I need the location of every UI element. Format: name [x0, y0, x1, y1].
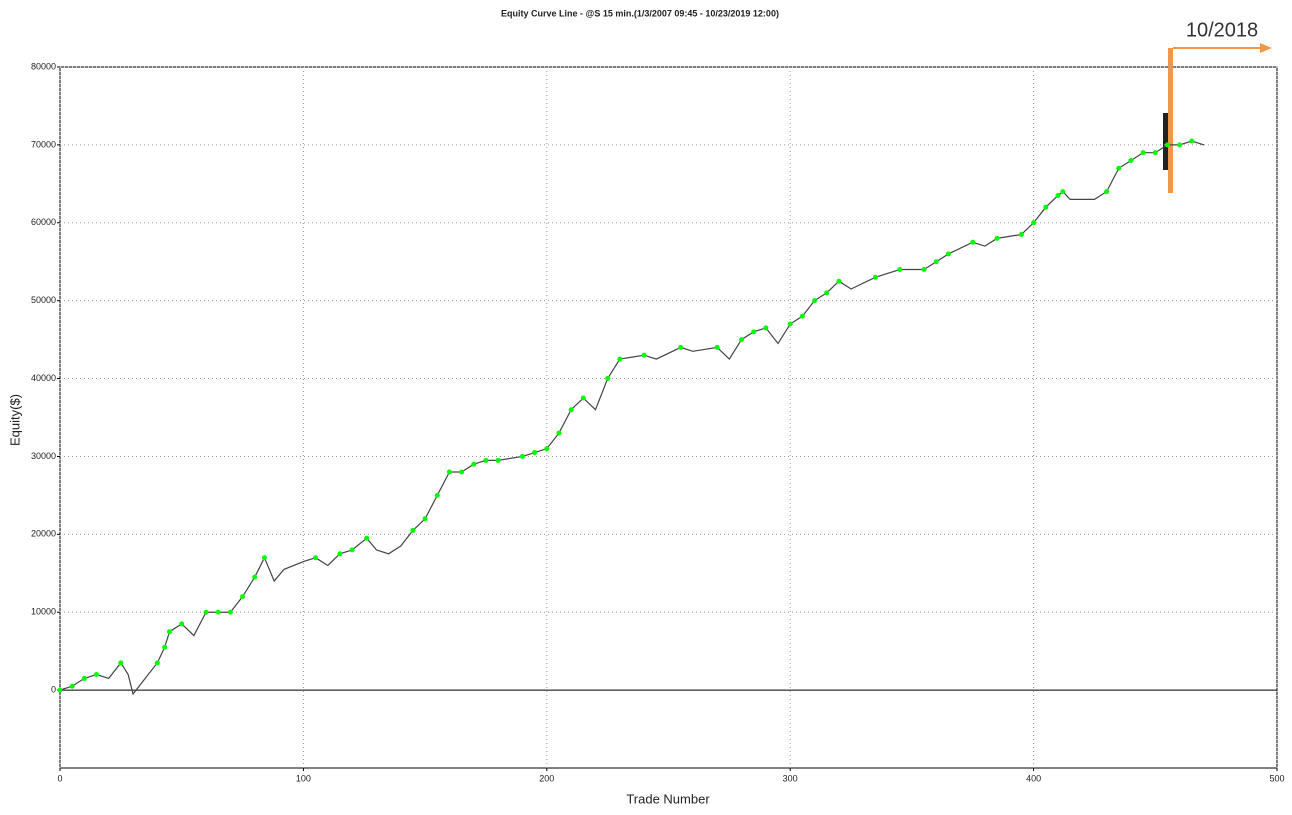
new-high-marker — [921, 267, 927, 273]
new-high-marker — [1140, 150, 1146, 156]
y-tick-label: 20000 — [31, 529, 56, 539]
new-high-marker — [337, 551, 343, 557]
new-high-marker — [897, 267, 903, 273]
new-high-marker — [787, 321, 793, 327]
x-tick-label: 100 — [296, 773, 311, 783]
new-high-marker — [751, 329, 757, 335]
new-high-marker — [446, 469, 452, 475]
new-high-marker — [162, 644, 168, 650]
new-high-marker — [252, 574, 258, 580]
x-tick-label: 200 — [539, 773, 554, 783]
new-high-marker — [313, 555, 319, 561]
new-high-marker — [434, 492, 440, 498]
new-high-marker — [215, 609, 221, 615]
new-high-marker — [714, 344, 720, 350]
y-tick-label: 60000 — [31, 217, 56, 227]
new-high-marker — [203, 609, 209, 615]
split-line — [1168, 48, 1173, 193]
new-high-marker — [410, 527, 416, 533]
new-high-marker — [81, 675, 87, 681]
plot-frame — [59, 66, 1278, 769]
new-high-marker — [1060, 189, 1066, 195]
new-high-marker — [118, 660, 124, 666]
new-high-marker — [556, 430, 562, 436]
chart-title: Equity Curve Line - @S 15 min.(1/3/2007 … — [501, 8, 779, 18]
new-high-marker — [799, 313, 805, 319]
new-high-marker — [422, 516, 428, 522]
y-tick-label: 50000 — [31, 295, 56, 305]
new-high-marker — [1164, 142, 1170, 148]
new-high-marker — [617, 356, 623, 362]
new-high-marker — [544, 446, 550, 452]
new-high-marker — [94, 672, 100, 678]
new-high-marker — [994, 235, 1000, 241]
y-tick-label: 80000 — [31, 61, 56, 71]
arrow-head — [1260, 43, 1272, 53]
new-high-marker — [57, 687, 63, 693]
new-high-marker — [179, 621, 185, 627]
new-high-marker — [933, 259, 939, 265]
new-high-marker — [1177, 142, 1183, 148]
new-high-marker — [1116, 165, 1122, 171]
new-high-marker — [641, 352, 647, 358]
y-tick-label: 70000 — [31, 139, 56, 149]
new-high-marker — [1128, 157, 1134, 163]
x-tick-label: 400 — [1026, 773, 1041, 783]
new-high-marker — [471, 461, 477, 467]
new-high-marker — [824, 290, 830, 296]
new-high-marker — [678, 344, 684, 350]
new-high-marker — [580, 395, 586, 401]
annotation: 10/2018 — [1186, 19, 1258, 41]
x-axis-label: Trade Number — [626, 791, 710, 806]
new-high-marker — [167, 629, 173, 635]
y-axis-label: Equity($) — [7, 394, 22, 446]
new-high-marker — [1018, 231, 1024, 237]
new-high-marker — [1055, 193, 1061, 199]
new-high-marker — [872, 274, 878, 280]
x-tick-label: 500 — [1269, 773, 1284, 783]
new-high-marker — [1043, 204, 1049, 210]
y-tick-label: 30000 — [31, 451, 56, 461]
new-high-marker — [1152, 150, 1158, 156]
new-high-marker — [945, 251, 951, 257]
new-high-marker — [1189, 138, 1195, 144]
new-high-marker — [1031, 220, 1037, 226]
period-marker — [1163, 113, 1168, 170]
new-high-marker — [519, 453, 525, 459]
new-high-marker — [970, 239, 976, 245]
x-tick-label: 0 — [57, 773, 62, 783]
new-high-marker — [568, 407, 574, 413]
new-high-marker — [227, 609, 233, 615]
new-high-marker — [364, 535, 370, 541]
new-high-marker — [605, 376, 611, 382]
new-high-marker — [349, 547, 355, 553]
new-high-marker — [495, 457, 501, 463]
new-high-marker — [483, 457, 489, 463]
new-high-marker — [261, 555, 267, 561]
new-high-marker — [69, 683, 75, 689]
new-high-marker — [812, 298, 818, 304]
y-tick-label: 40000 — [31, 373, 56, 383]
y-tick-label: 10000 — [31, 607, 56, 617]
new-high-marker — [532, 450, 538, 456]
new-high-marker — [459, 469, 465, 475]
new-high-marker — [240, 594, 246, 600]
new-high-marker — [836, 278, 842, 284]
new-high-marker — [154, 660, 160, 666]
y-tick-label: 0 — [51, 684, 56, 694]
new-high-marker — [763, 325, 769, 331]
new-high-marker — [739, 337, 745, 343]
new-high-marker — [1104, 189, 1110, 195]
x-tick-label: 300 — [783, 773, 798, 783]
